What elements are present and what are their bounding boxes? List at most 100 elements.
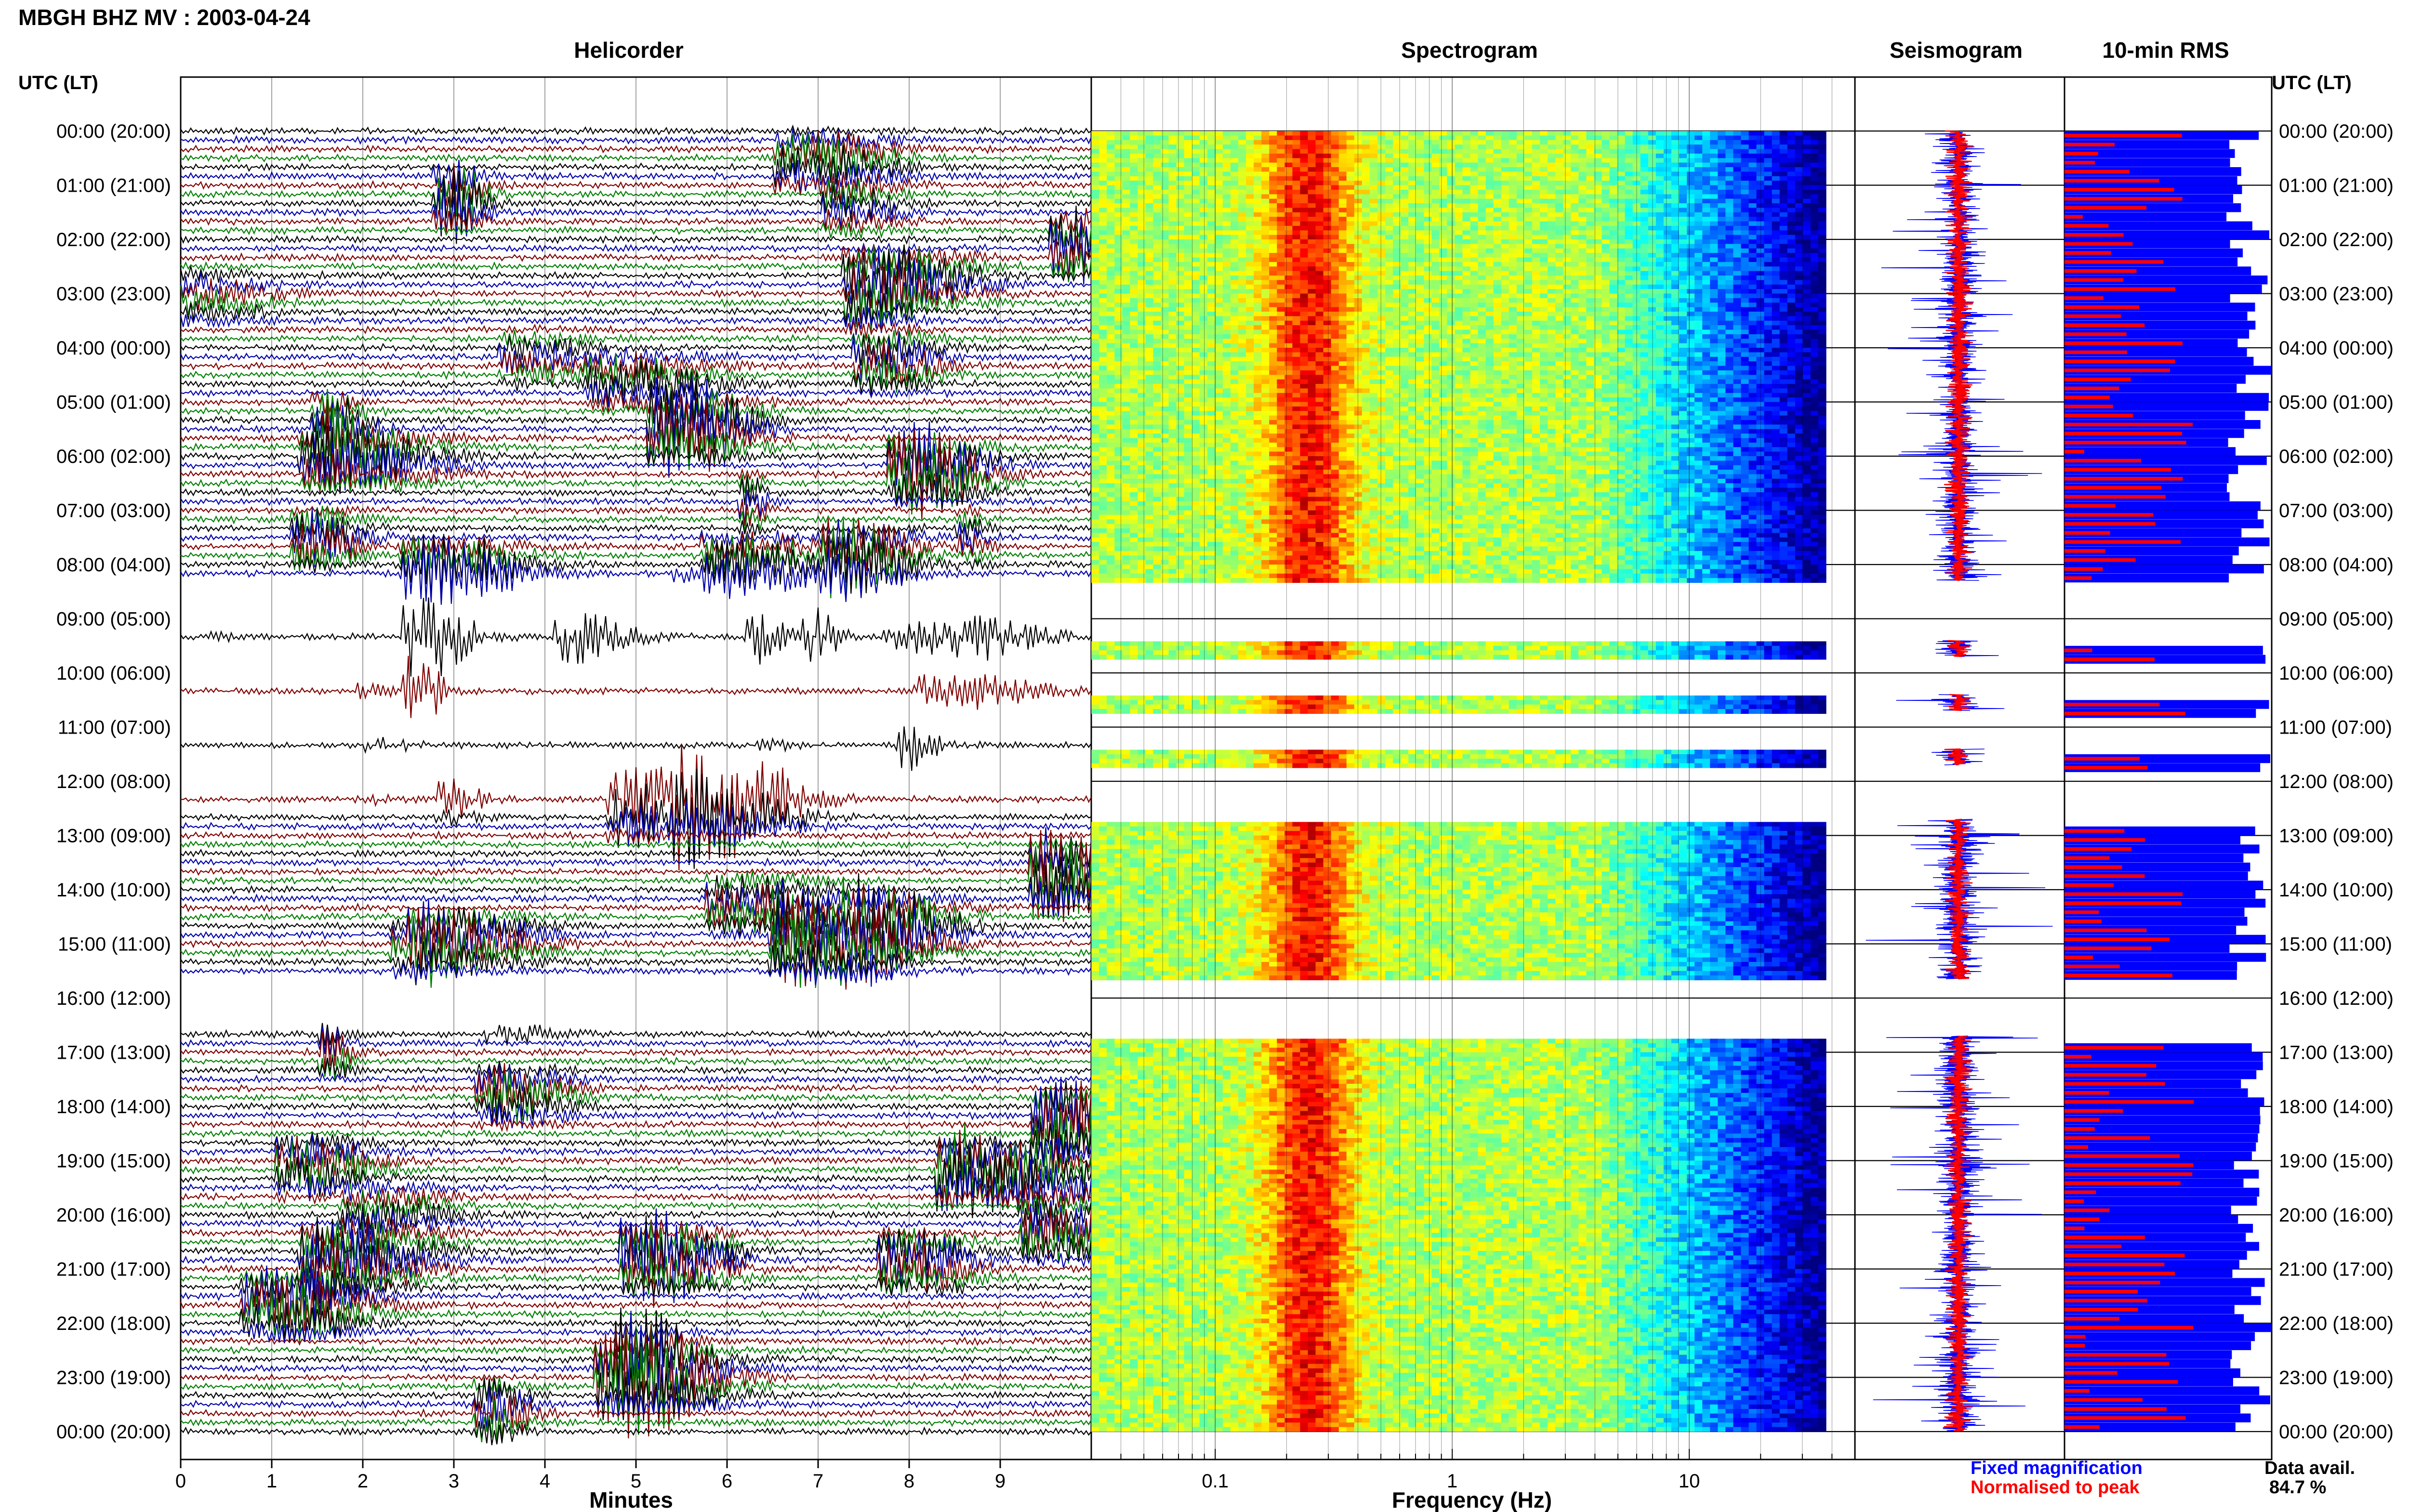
spectrogram-cell — [1516, 284, 1525, 289]
spectrogram-cell — [1261, 343, 1270, 348]
spectrogram-cell — [1756, 293, 1765, 299]
spectrogram-cell — [1617, 149, 1626, 154]
spectrogram-cell — [1168, 225, 1177, 231]
spectrogram-cell — [1168, 181, 1177, 186]
spectrogram-cell — [1416, 307, 1424, 312]
spectrogram-cell — [1199, 212, 1208, 217]
spectrogram-cell — [1462, 320, 1471, 326]
spectrogram-cell — [1346, 230, 1355, 236]
spectrogram-cell — [1555, 334, 1563, 339]
spectrogram-cell — [1215, 312, 1223, 316]
spectrogram-cell — [1586, 262, 1595, 267]
spectrogram-cell — [1802, 298, 1811, 303]
spectrogram-cell — [1277, 135, 1285, 141]
spectrogram-cell — [1230, 239, 1239, 244]
spectrogram-cell — [1810, 208, 1819, 213]
spectrogram-cell — [1485, 271, 1494, 276]
spectrogram-cell — [1238, 235, 1246, 240]
spectrogram-cell — [1300, 230, 1309, 236]
spectrogram-cell — [1385, 198, 1393, 204]
spectrogram-cell — [1779, 239, 1788, 244]
spectrogram-cell — [1702, 185, 1710, 190]
spectrogram-cell — [1648, 239, 1656, 244]
spectrogram-cell — [1176, 149, 1185, 154]
spectrogram-cell — [1493, 257, 1502, 263]
spectrogram-cell — [1663, 312, 1672, 316]
spectrogram-cell — [1424, 307, 1432, 312]
spectrogram-cell — [1764, 320, 1773, 326]
spectrogram-cell — [1254, 266, 1262, 272]
spectrogram-cell — [1222, 181, 1231, 186]
spectrogram-cell — [1663, 339, 1672, 344]
spectrogram-cell — [1338, 329, 1347, 335]
spectrogram-cell — [1756, 171, 1765, 177]
spectrogram-cell — [1416, 140, 1424, 145]
spectrogram-cell — [1795, 208, 1803, 213]
spectrogram-cell — [1292, 298, 1301, 303]
spectrogram-cell — [1787, 253, 1796, 258]
spectrogram-cell — [1609, 189, 1618, 195]
spectrogram-cell — [1138, 176, 1146, 181]
spectrogram-cell — [1779, 343, 1788, 348]
spectrogram-cell — [1207, 140, 1216, 145]
spectrogram-cell — [1099, 293, 1107, 299]
spectrogram-cell — [1269, 352, 1277, 357]
spectrogram-cell — [1640, 145, 1649, 150]
spectrogram-cell — [1138, 167, 1146, 172]
spectrogram-cell — [1354, 131, 1363, 136]
spectrogram-cell — [1338, 131, 1347, 136]
spectrogram-cell — [1230, 176, 1239, 181]
spectrogram-cell — [1725, 176, 1734, 181]
spectrogram-cell — [1617, 289, 1626, 294]
spectrogram-cell — [1648, 307, 1656, 312]
spectrogram-cell — [1756, 320, 1765, 326]
spectrogram-cell — [1779, 348, 1788, 353]
spectrogram-cell — [1122, 181, 1130, 186]
spectrogram-cell — [1602, 271, 1610, 276]
spectrogram-cell — [1764, 244, 1773, 249]
spectrogram-cell — [1524, 185, 1533, 190]
helicorder-xtick-label: 3 — [449, 1471, 459, 1492]
spectrogram-cell — [1254, 131, 1262, 136]
spectrogram-cell — [1408, 248, 1416, 253]
spectrogram-cell — [1191, 176, 1200, 181]
spectrogram-cell — [1787, 140, 1796, 145]
spectrogram-cell — [1176, 221, 1185, 226]
spectrogram-cell — [1114, 181, 1123, 186]
spectrogram-cell — [1308, 135, 1316, 141]
spectrogram-cell — [1122, 217, 1130, 222]
spectrogram-cell — [1284, 131, 1293, 136]
spectrogram-cell — [1292, 131, 1301, 136]
spectrogram-cell — [1114, 271, 1123, 276]
spectrogram-cell — [1091, 339, 1099, 344]
spectrogram-cell — [1493, 176, 1502, 181]
spectrogram-cell — [1091, 198, 1099, 204]
spectrogram-cell — [1184, 244, 1192, 249]
time-label-left: 00:00 (20:00) — [56, 121, 171, 142]
spectrogram-cell — [1346, 198, 1355, 204]
spectrogram-cell — [1501, 262, 1509, 267]
spectrogram-cell — [1439, 348, 1448, 353]
spectrogram-cell — [1424, 131, 1432, 136]
spectrogram-cell — [1261, 339, 1270, 344]
spectrogram-cell — [1725, 248, 1734, 253]
spectrogram-cell — [1300, 244, 1309, 249]
spectrogram-cell — [1184, 162, 1192, 168]
spectrogram-cell — [1687, 257, 1695, 263]
spectrogram-cell — [1671, 145, 1680, 150]
spectrogram-cell — [1261, 140, 1270, 145]
spectrogram-cell — [1802, 280, 1811, 285]
spectrogram-cell — [1671, 225, 1680, 231]
spectrogram-cell — [1764, 194, 1773, 199]
spectrogram-cell — [1802, 135, 1811, 141]
spectrogram-cell — [1207, 135, 1216, 141]
spectrogram-cell — [1377, 293, 1386, 299]
spectrogram-cell — [1107, 189, 1115, 195]
spectrogram-cell — [1308, 280, 1316, 285]
spectrogram-cell — [1632, 284, 1641, 289]
spectrogram-cell — [1795, 271, 1803, 276]
spectrogram-cell — [1733, 217, 1742, 222]
spectrogram-cell — [1292, 320, 1301, 326]
spectrogram-cell — [1764, 145, 1773, 150]
spectrogram-cell — [1145, 171, 1154, 177]
